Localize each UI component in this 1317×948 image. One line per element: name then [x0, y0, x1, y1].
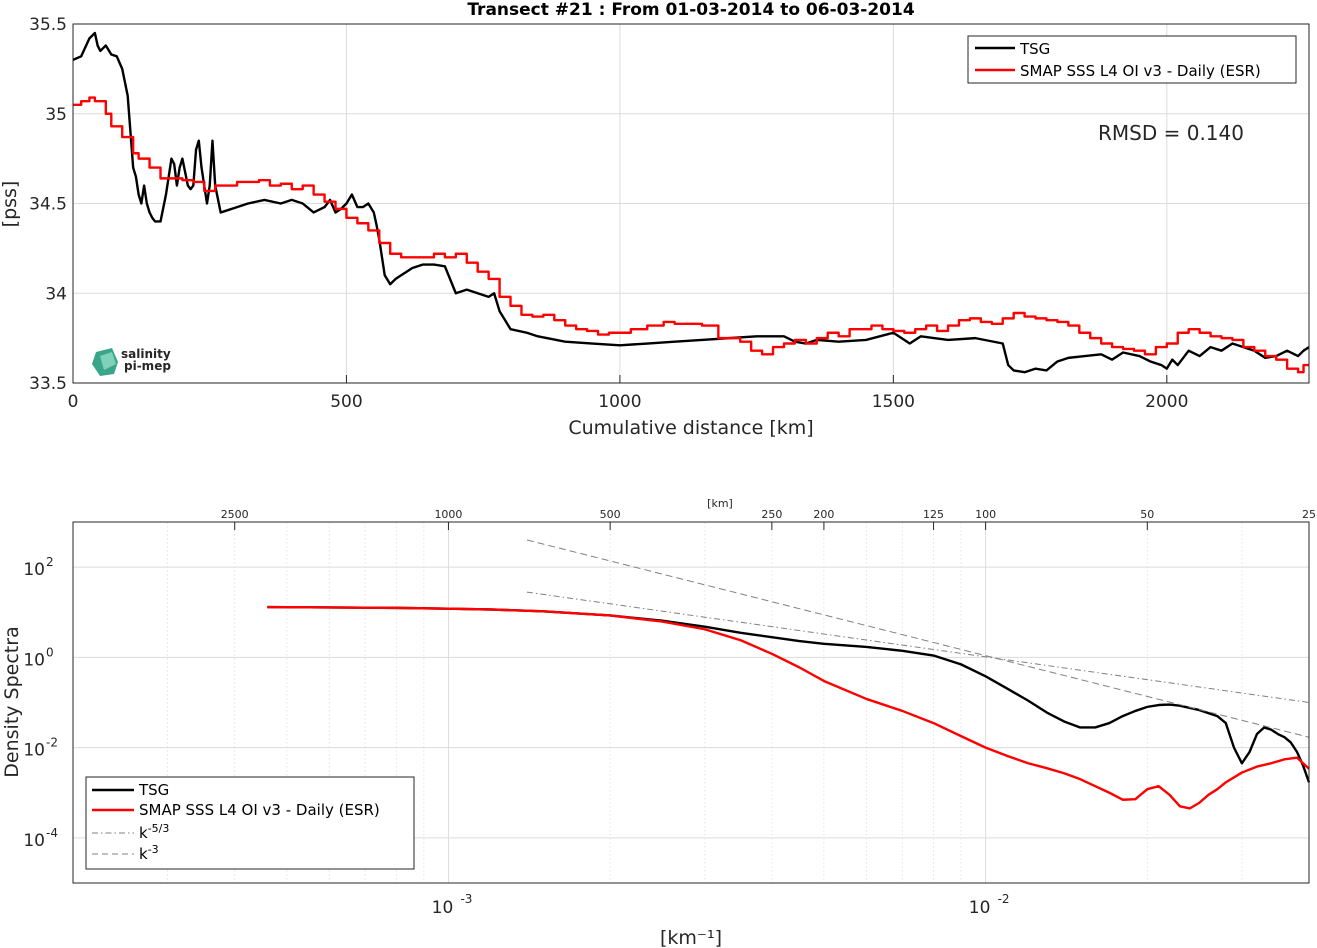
top-km-tick-label: 500: [600, 508, 621, 521]
logo-text-line2: pi-mep: [124, 359, 171, 373]
top-km-tick-label: 100: [975, 508, 996, 521]
top-km-tick-label: 50: [1140, 508, 1154, 521]
top-tick-labels: 0 500 1000 1500 2000 33.5 34 34.5 35 35.5: [29, 15, 1188, 412]
smap-series-line: [73, 96, 1309, 374]
legend-k53-base: k: [139, 824, 148, 842]
legend-label-tsg: TSG: [1019, 40, 1050, 58]
bottom-y-tick-label: 10: [23, 650, 45, 670]
bottom-y-tick-exponent: 0: [46, 645, 54, 659]
top-legend-box: [967, 35, 1297, 84]
k-minus-3-reference-line: [526, 539, 1310, 738]
bottom-series: [267, 539, 1311, 810]
top-km-tick-label: 1000: [434, 508, 462, 521]
bottom-x-tick-label: 10: [432, 898, 454, 918]
logo-shape-light: [100, 352, 116, 370]
top-y-tick-label: 35: [45, 105, 67, 125]
tsg-spectrum-line: [267, 605, 1311, 783]
legend-label-tsg: TSG: [138, 781, 169, 799]
rmsd-annotation: RMSD = 0.140: [1098, 121, 1244, 145]
top-x-tick-label: 0: [68, 392, 79, 412]
bottom-y-tick-exponent: -4: [46, 826, 58, 840]
top-y-tick-label: 34: [45, 284, 67, 304]
top-y-axis-label: [pss]: [0, 181, 21, 228]
bottom-x-tick-exponent: -2: [998, 892, 1010, 906]
top-y-tick-label: 34.5: [29, 195, 67, 215]
bottom-y-tick-exponent: -2: [46, 736, 58, 750]
top-legend: TSG SMAP SSS L4 OI v3 - Daily (ESR): [967, 35, 1297, 84]
bottom-y-tick-exponent: 2: [46, 555, 54, 569]
top-y-tick-label: 35.5: [29, 15, 67, 35]
bottom-y-tick-label: 10: [23, 831, 45, 851]
top-x-tick-label: 1500: [872, 392, 915, 412]
top-x-tick-label: 2000: [1145, 392, 1188, 412]
top-plot-frame: [72, 23, 1310, 384]
bottom-x-tick-label: 10: [969, 898, 991, 918]
salinity-pimep-logo: salinity pi-mep: [92, 347, 171, 376]
legend-label-k53: k-5/3: [139, 822, 169, 842]
chart-title: Transect #21 : From 01-03-2014 to 06-03-…: [467, 0, 915, 20]
legend-label-smap: SMAP SSS L4 OI v3 - Daily (ESR): [139, 801, 380, 819]
legend-k3-base: k: [139, 845, 148, 863]
legend-label-k3: k-3: [139, 843, 159, 863]
top-axis-unit-label: [km]: [707, 497, 733, 510]
transect-chart: Transect #21 : From 01-03-2014 to 06-03-…: [0, 0, 1310, 439]
k-minus-5-3-reference-line: [526, 591, 1310, 703]
bottom-legend-box: [85, 776, 415, 870]
top-km-tick-label: 250: [761, 508, 782, 521]
tsg-series-line: [72, 31, 1310, 374]
top-x-tick-label: 1000: [598, 392, 641, 412]
top-series: [72, 31, 1310, 374]
legend-k53-exp: -5/3: [148, 822, 170, 835]
top-y-tick-label: 33.5: [29, 374, 67, 394]
top-km-tick-label: 2500: [221, 508, 249, 521]
top-x-axis-label: Cumulative distance [km]: [568, 417, 813, 439]
bottom-legend: TSG SMAP SSS L4 OI v3 - Daily (ESR) k-5/…: [85, 776, 415, 870]
legend-label-smap: SMAP SSS L4 OI v3 - Daily (ESR): [1020, 62, 1261, 80]
top-km-tick-label: 25: [1302, 508, 1316, 521]
legend-k3-exp: -3: [148, 843, 159, 856]
smap-spectrum-line: [267, 605, 1310, 810]
bottom-x-tick-exponent: -3: [460, 892, 472, 906]
top-km-tick-label: 125: [923, 508, 944, 521]
top-km-tick-label: 200: [813, 508, 834, 521]
bottom-y-tick-label: 10: [23, 560, 45, 580]
bottom-x-axis-label: [km⁻¹]: [660, 927, 722, 948]
top-x-tick-label: 500: [330, 392, 362, 412]
bottom-y-axis-label: Density Spectra: [1, 626, 23, 777]
bottom-plot-frame: [72, 521, 1310, 884]
logo-text-line1: salinity: [121, 347, 171, 361]
bottom-y-tick-label: 10: [23, 741, 45, 761]
